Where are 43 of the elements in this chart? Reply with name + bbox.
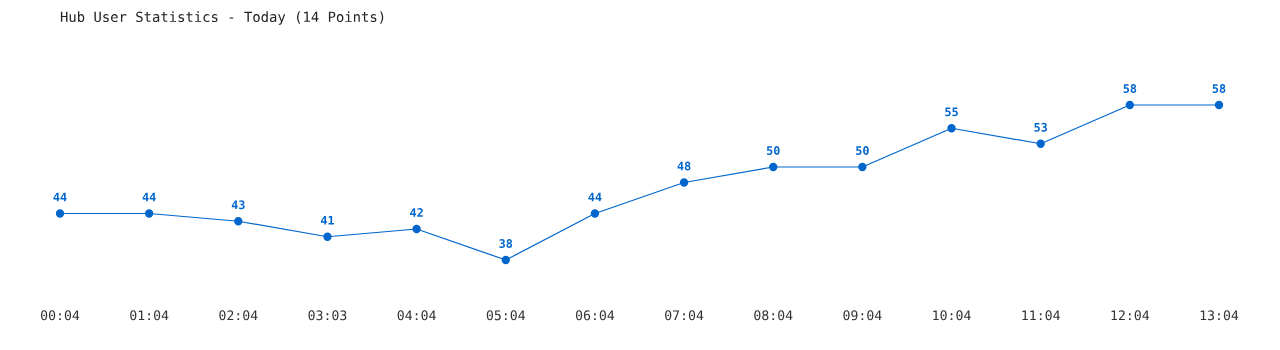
point	[144, 209, 154, 218]
x-tick-label: 04:04	[397, 310, 436, 321]
point	[323, 232, 332, 241]
data-label: 53	[1034, 122, 1048, 132]
data-label: 44	[53, 192, 67, 202]
x-tick-label: 00:04	[41, 310, 80, 321]
x-tick-label: 09:04	[843, 310, 882, 321]
chart-title: Hub User Statistics - Today (14 Points)	[60, 11, 384, 25]
point	[858, 162, 867, 172]
data-label: 55	[945, 107, 958, 117]
x-tick-label: 13:04	[1200, 310, 1239, 321]
data-label: 58	[1212, 84, 1226, 93]
x-tick-label: 12:04	[1111, 310, 1150, 321]
point	[947, 124, 956, 133]
point	[412, 224, 421, 234]
x-tick-label: 05:04	[486, 310, 525, 321]
data-label: 44	[142, 192, 156, 202]
x-tick-label: 06:04	[575, 310, 615, 321]
data-label: 58	[1123, 84, 1137, 93]
point	[679, 178, 689, 187]
point	[769, 162, 778, 172]
data-label: 42	[410, 208, 423, 217]
x-tick-label: 11:04	[1022, 310, 1060, 321]
data-label: 50	[856, 146, 869, 155]
point	[1036, 139, 1045, 148]
x-tick-label: 08:04	[754, 310, 793, 321]
point	[501, 255, 510, 265]
data-label: 50	[766, 146, 780, 155]
x-tick-label: 02:04	[219, 310, 258, 321]
data-label: 38	[499, 239, 513, 248]
x-tick-label: 01:04	[130, 310, 169, 321]
x-tick-label: 03:03	[308, 310, 347, 321]
x-tick-label: 07:04	[665, 310, 704, 321]
point	[234, 217, 243, 226]
point	[1214, 100, 1224, 110]
data-label: 41	[320, 215, 334, 225]
point	[590, 209, 600, 218]
data-label: 44	[588, 192, 602, 202]
x-tick-label: 10:04	[933, 310, 971, 321]
point	[1125, 100, 1135, 110]
data-label: 43	[231, 200, 245, 210]
data-label: 48	[677, 161, 691, 171]
point	[55, 209, 65, 218]
